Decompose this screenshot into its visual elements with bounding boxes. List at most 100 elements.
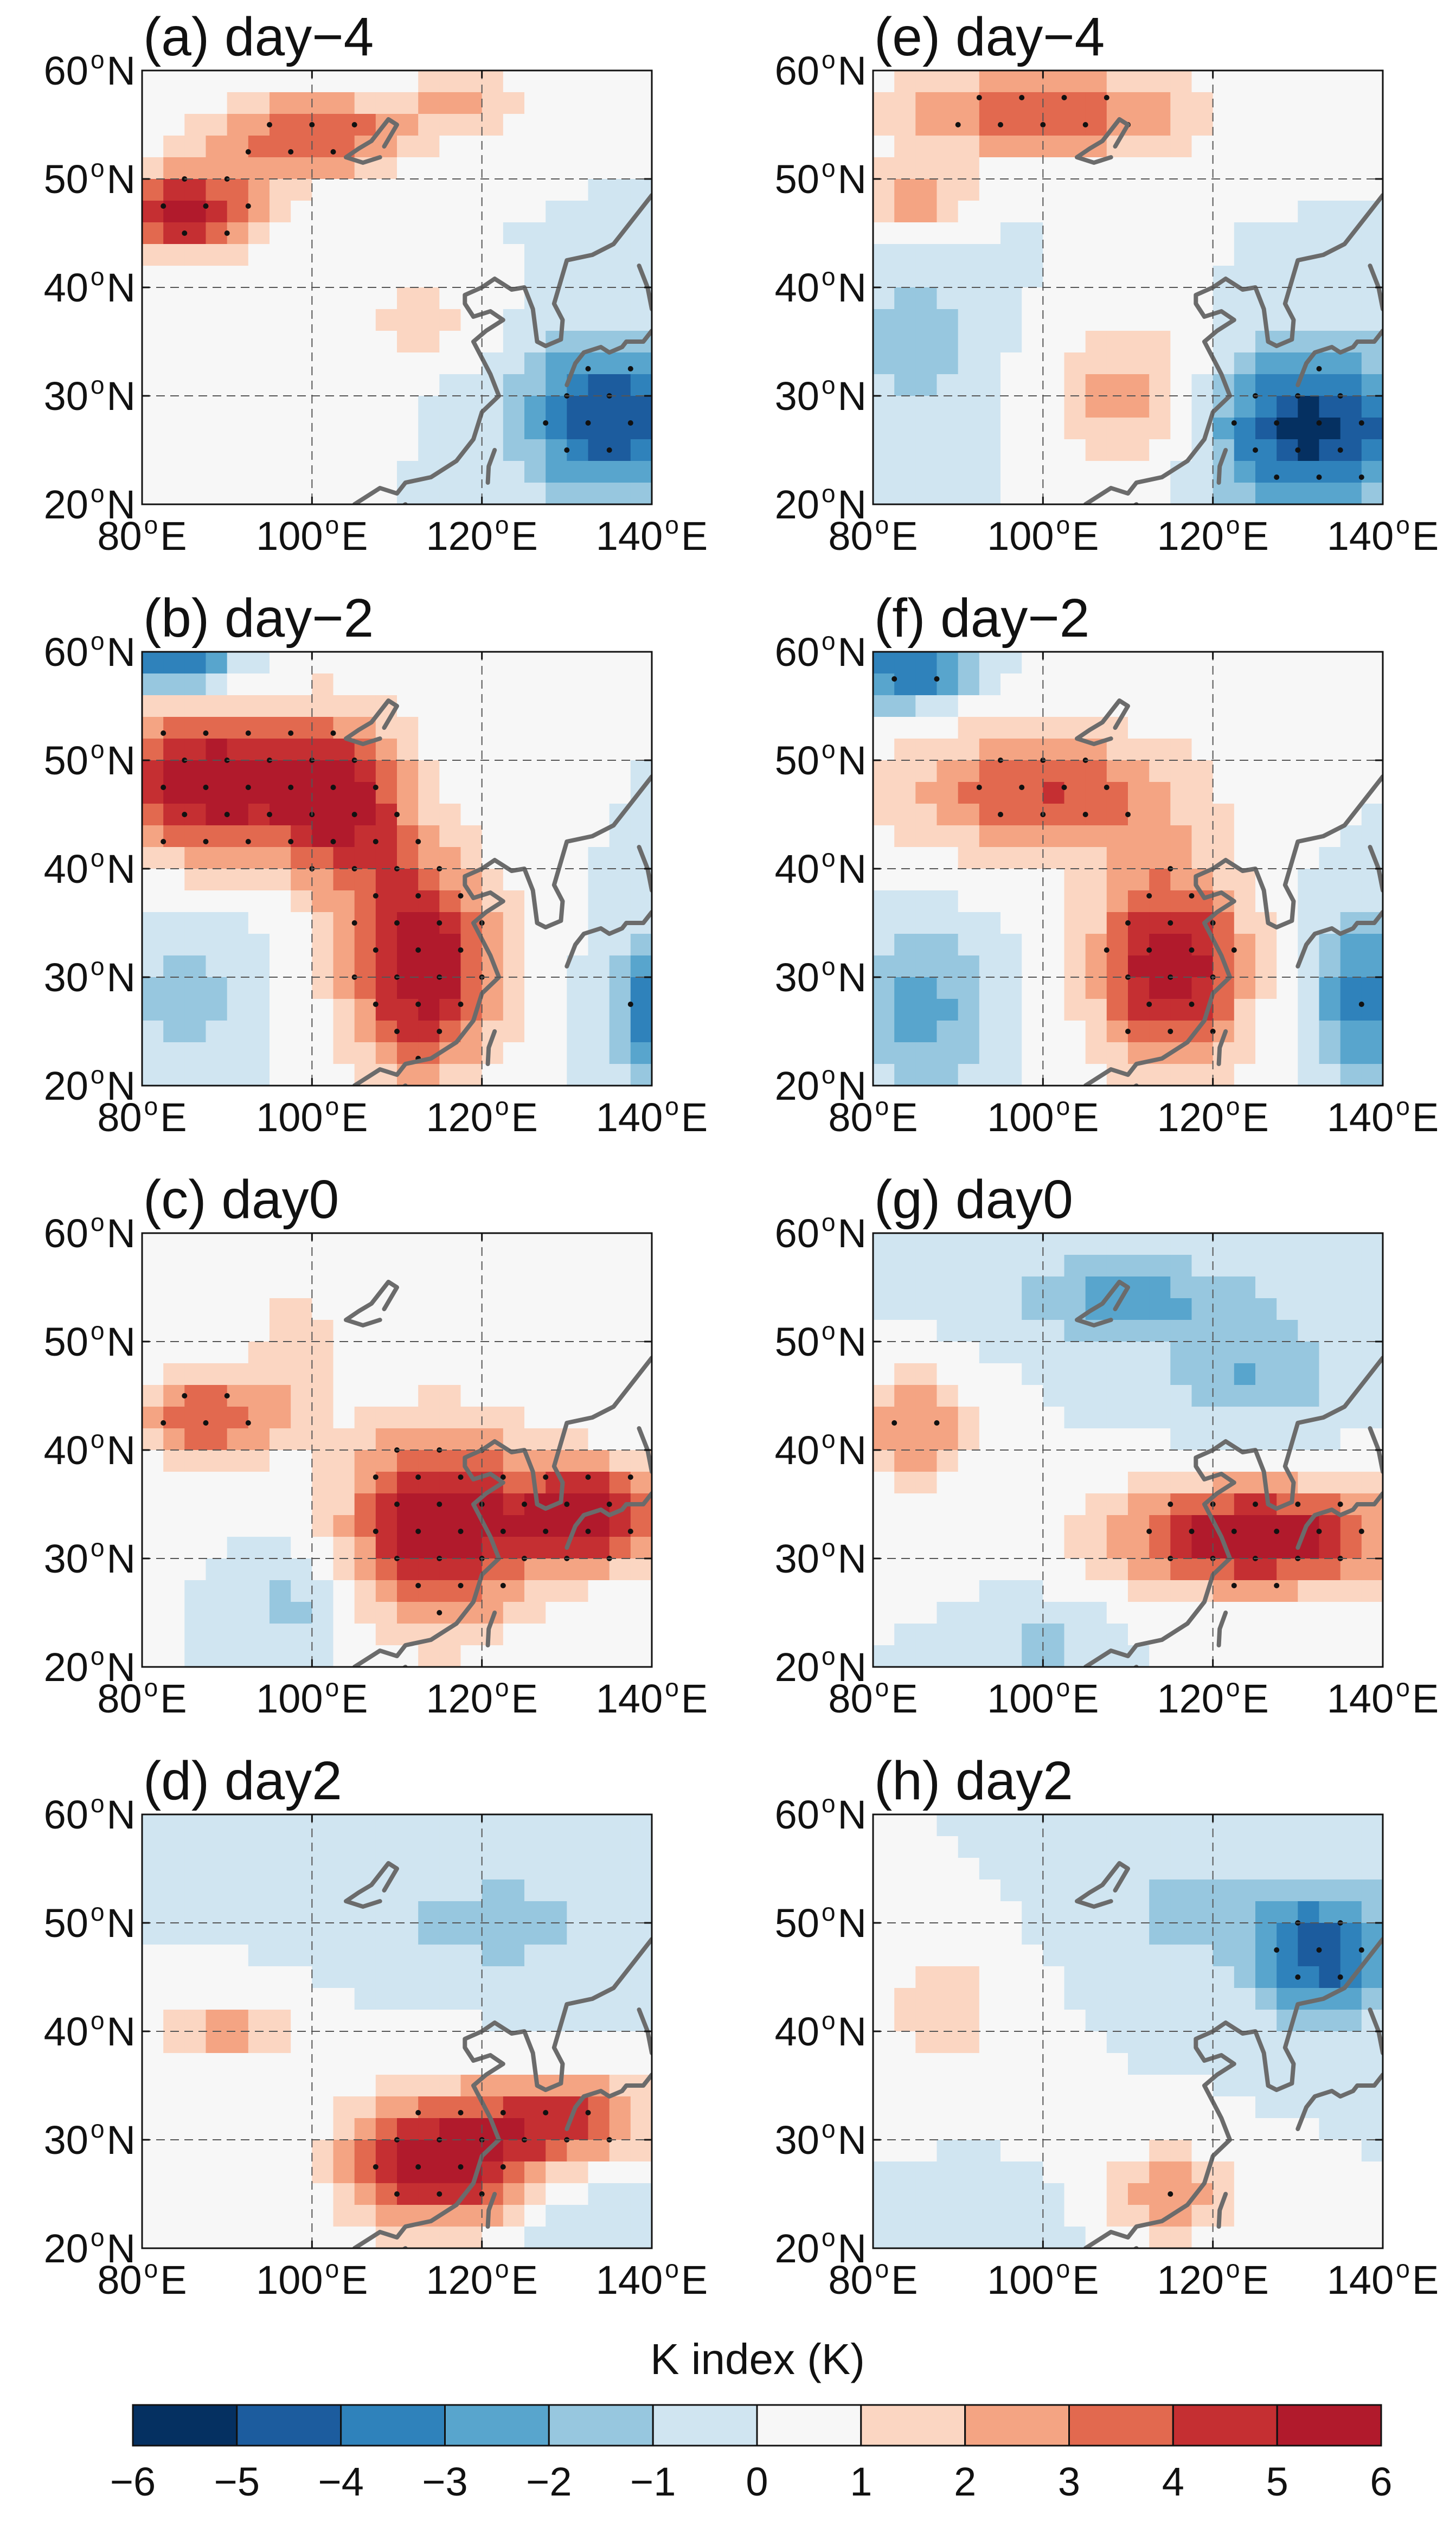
field-cell — [375, 934, 397, 956]
field-cell — [291, 2075, 313, 2097]
field-cell — [206, 760, 228, 782]
field-cell — [1170, 222, 1192, 245]
field-cell — [375, 739, 397, 761]
field-cell — [248, 1342, 270, 1364]
field-cell — [227, 934, 249, 956]
field-cell — [460, 1988, 483, 2010]
field-cell — [1277, 1320, 1299, 1342]
field-cell — [333, 934, 355, 956]
colorbar-ticks: −6 −5 −4 −3 −2 −1 0 1 2 3 4 5 6 — [110, 2459, 1393, 2504]
field-cell — [375, 2010, 397, 2032]
field-cell — [439, 1493, 461, 1516]
field-cell — [979, 2053, 1001, 2075]
field-cell — [546, 114, 568, 136]
field-cell — [312, 1276, 334, 1299]
field-cell — [354, 999, 376, 1021]
field-cell — [270, 70, 291, 93]
field-cell — [1085, 331, 1107, 353]
field-cell — [291, 309, 313, 331]
field-cell — [1277, 673, 1299, 696]
field-cell — [894, 869, 916, 891]
field-cell — [1277, 2183, 1299, 2205]
field-cell — [894, 739, 916, 761]
coastline-path — [401, 2246, 408, 2248]
field-cell — [418, 1428, 440, 1451]
field-cell — [397, 2031, 419, 2054]
field-cell — [1361, 804, 1383, 826]
field-cell — [1022, 890, 1044, 913]
field-cell — [227, 287, 249, 310]
field-cell — [1064, 266, 1086, 288]
field-cell — [482, 1624, 504, 1646]
field-cell — [291, 782, 313, 804]
field-cell — [375, 782, 397, 804]
field-cell — [1277, 1879, 1299, 1902]
field-cell — [482, 1814, 504, 1837]
field-cell — [460, 1042, 483, 1064]
field-cell — [937, 1537, 959, 1559]
field-cell — [1298, 331, 1320, 353]
field-cell — [1234, 739, 1256, 761]
field-cell — [1170, 483, 1192, 504]
field-cell — [588, 157, 610, 179]
field-cell — [1170, 2118, 1192, 2140]
field-cell — [227, 912, 249, 934]
field-cell — [1319, 114, 1341, 136]
field-cell — [588, 2010, 610, 2032]
field-cell — [979, 1988, 1001, 2010]
field-cell — [1170, 1966, 1192, 1988]
field-cell — [248, 1320, 270, 1342]
field-cell — [1298, 673, 1320, 696]
field-cell — [1064, 1580, 1086, 1602]
field-cell — [915, 483, 938, 504]
field-cell — [1022, 418, 1044, 440]
field-cell — [1340, 1407, 1362, 1429]
field-cell — [1277, 244, 1299, 266]
field-cell — [439, 1320, 461, 1342]
field-cell — [1340, 352, 1362, 375]
field-cell — [1000, 1255, 1022, 1277]
field-cell — [227, 1988, 249, 2010]
field-cell — [291, 2118, 313, 2140]
significance-dot — [1337, 447, 1343, 453]
field-cell — [439, 396, 461, 418]
field-cell — [1106, 201, 1128, 223]
field-cell — [524, 266, 546, 288]
field-cell — [460, 955, 483, 978]
field-cell — [1213, 695, 1235, 717]
field-cell — [873, 1021, 895, 1043]
field-cell — [915, 1858, 938, 1880]
field-cell — [567, 847, 589, 869]
field-cell — [1361, 2227, 1383, 2248]
field-cell — [1234, 1901, 1256, 1923]
field-cell — [354, 1814, 376, 1837]
field-cell — [958, 1472, 980, 1494]
field-cell — [1128, 1966, 1150, 1988]
field-cell — [1277, 2205, 1299, 2227]
field-cell — [915, 439, 938, 461]
field-cell — [937, 1836, 959, 1858]
field-cell — [482, 1255, 504, 1277]
field-cell — [1277, 1624, 1299, 1646]
field-cell — [184, 70, 207, 93]
field-cell — [206, 1624, 228, 1646]
field-cell — [439, 244, 461, 266]
field-cell — [418, 287, 440, 310]
field-cell — [1128, 955, 1150, 978]
field-cell — [937, 2161, 959, 2184]
field-cell — [1043, 114, 1065, 136]
field-cell — [1043, 1363, 1065, 1385]
field-cell — [1149, 652, 1171, 674]
field-cell — [460, 2205, 483, 2227]
field-cell — [397, 847, 419, 869]
field-cell — [524, 70, 546, 93]
field-cell — [482, 2205, 504, 2227]
field-cell — [142, 1645, 164, 1667]
field-cell — [184, 1428, 207, 1451]
field-cell — [1191, 1558, 1214, 1581]
field-cell — [1340, 439, 1362, 461]
field-cell — [1191, 1320, 1214, 1342]
field-cell — [1022, 2031, 1044, 2054]
field-cell — [503, 1493, 525, 1516]
